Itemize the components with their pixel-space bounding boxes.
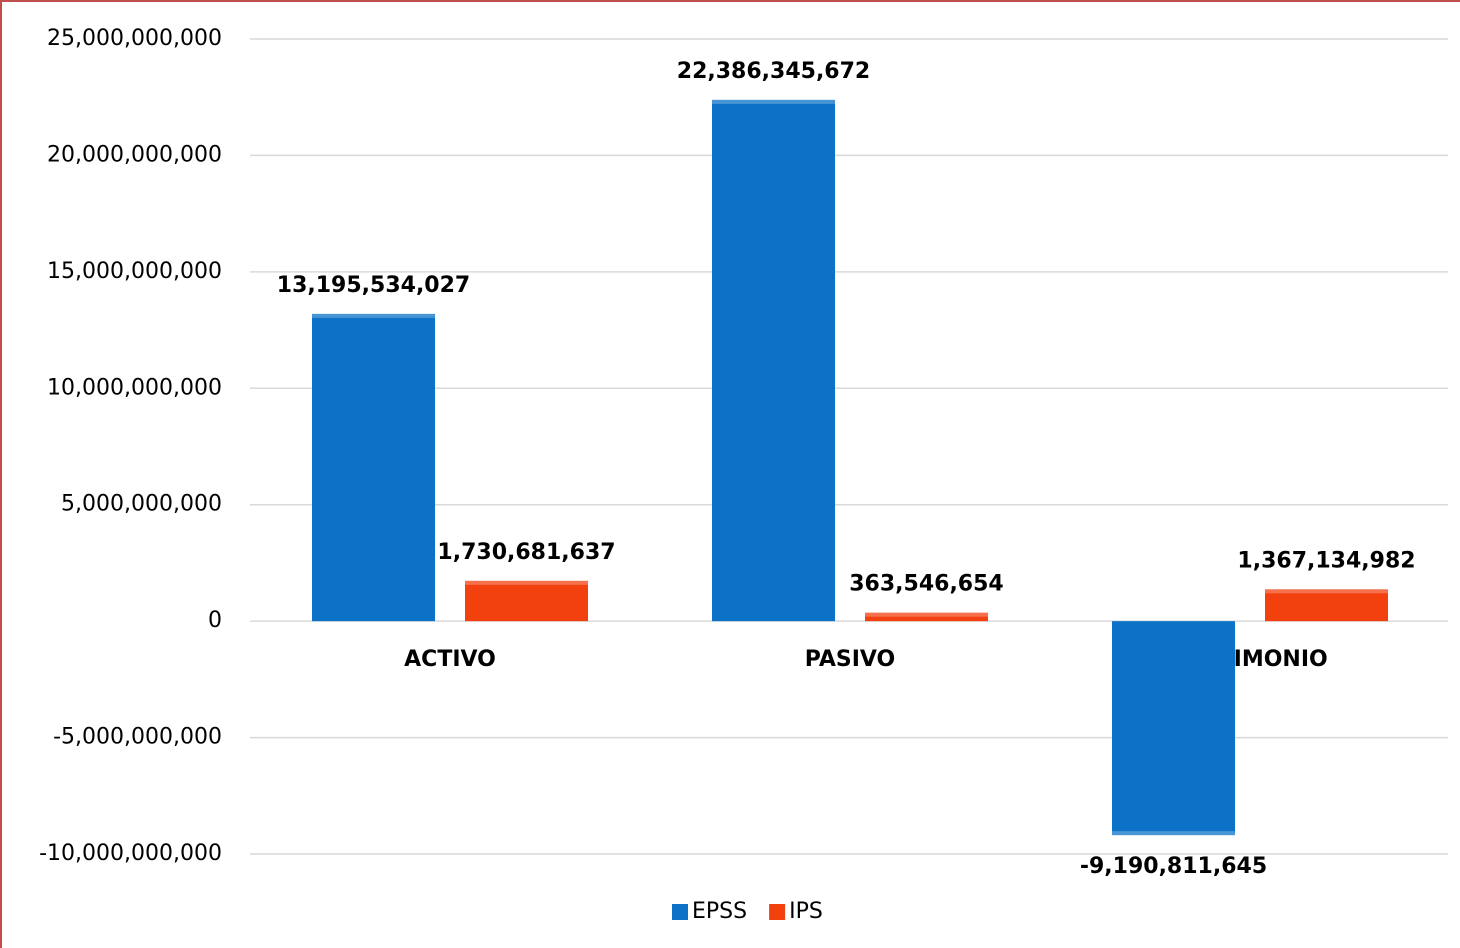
data-label: 22,386,345,672 xyxy=(677,59,870,84)
data-label: 1,730,681,637 xyxy=(437,540,615,565)
bar xyxy=(312,313,435,622)
data-label: -9,190,811,645 xyxy=(1080,854,1267,879)
x-tick-label: PASIVO xyxy=(805,647,896,672)
bar xyxy=(865,612,988,622)
legend-swatch xyxy=(769,904,786,920)
legend-label: EPSS xyxy=(692,899,747,924)
bar xyxy=(1265,589,1388,622)
y-tick-label: 20,000,000,000 xyxy=(47,142,222,167)
bar xyxy=(712,99,835,622)
x-tick-label: ACTIVO xyxy=(404,647,496,672)
bar-highlight xyxy=(1265,589,1388,594)
bar xyxy=(465,580,588,622)
y-tick-label: -5,000,000,000 xyxy=(53,725,222,750)
bar-highlight xyxy=(712,99,835,104)
bar-highlight xyxy=(1112,831,1235,836)
y-tick-label: 5,000,000,000 xyxy=(61,492,222,517)
bar-highlight xyxy=(312,313,435,318)
y-tick-label: 0 xyxy=(208,608,222,633)
y-tick-label: -10,000,000,000 xyxy=(39,841,222,866)
legend-label: IPS xyxy=(789,899,823,924)
y-tick-label: 10,000,000,000 xyxy=(47,375,222,400)
y-tick-label: 25,000,000,000 xyxy=(47,26,222,51)
data-label: 363,546,654 xyxy=(849,572,1003,597)
data-label: 1,367,134,982 xyxy=(1237,548,1415,573)
bar-highlight xyxy=(865,612,988,617)
legend-swatch xyxy=(672,904,688,920)
bar-highlight xyxy=(465,580,588,585)
y-tick-label: 15,000,000,000 xyxy=(47,259,222,284)
bar xyxy=(1112,621,1235,836)
data-label: 13,195,534,027 xyxy=(277,273,470,298)
